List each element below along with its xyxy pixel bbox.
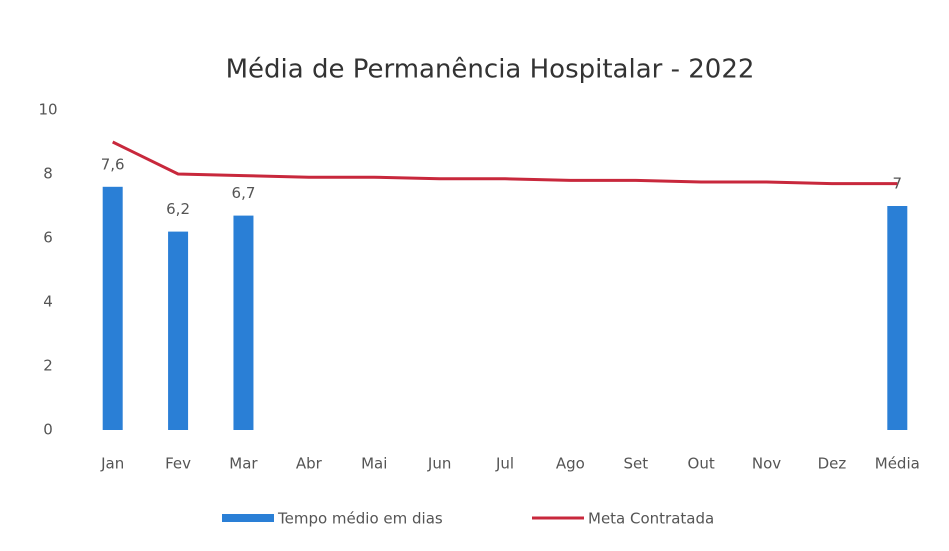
legend-label: Tempo médio em dias: [277, 510, 443, 528]
data-label: 7,6: [101, 155, 125, 173]
bar: [102, 186, 123, 430]
x-tick-label: Out: [688, 455, 715, 473]
x-tick-label: Nov: [752, 455, 781, 473]
x-tick-label: Set: [623, 455, 648, 473]
legend-swatch: [222, 514, 274, 522]
x-tick-label: Mai: [361, 455, 387, 473]
x-tick-label: Jun: [427, 455, 451, 473]
y-tick-label: 6: [43, 229, 53, 247]
bar: [168, 231, 189, 430]
data-label: 6,7: [232, 184, 256, 202]
y-tick-label: 4: [43, 293, 53, 311]
x-tick-label: Abr: [296, 455, 323, 473]
x-tick-label: Fev: [165, 455, 191, 473]
y-tick-label: 2: [43, 357, 53, 375]
x-tick-label: Dez: [818, 455, 847, 473]
line: [112, 140, 898, 186]
bar: [233, 215, 254, 430]
y-tick-label: 8: [43, 165, 53, 183]
x-tick-label: Média: [875, 455, 920, 473]
x-tick-label: Ago: [556, 455, 585, 473]
chart-title: Média de Permanência Hospitalar - 2022: [226, 55, 755, 85]
y-tick-label: 10: [38, 101, 57, 119]
bar: [887, 206, 908, 430]
data-label: 6,2: [166, 200, 190, 218]
y-tick-label: 0: [43, 421, 53, 439]
x-tick-label: Jan: [100, 455, 124, 473]
legend-label: Meta Contratada: [588, 510, 714, 528]
x-tick-label: Jul: [495, 455, 514, 473]
x-tick-label: Mar: [229, 455, 258, 473]
